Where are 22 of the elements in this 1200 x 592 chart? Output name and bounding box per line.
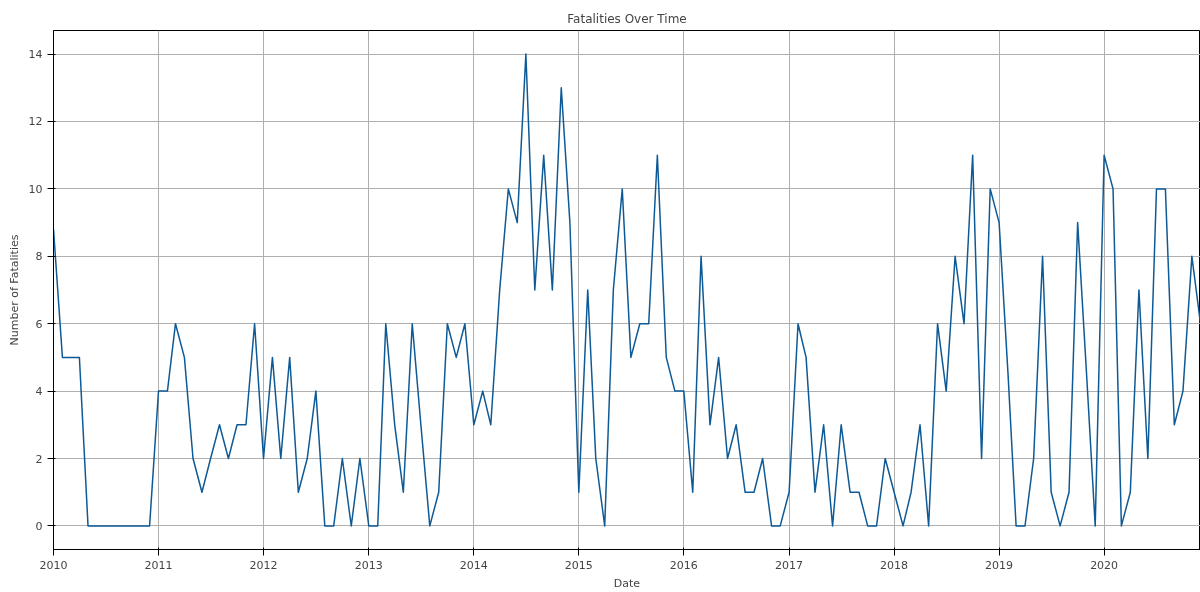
y-tick-label: 10 bbox=[28, 182, 43, 196]
x-tick-label: 2019 bbox=[985, 558, 1014, 572]
y-tick-label: 4 bbox=[35, 385, 43, 399]
y-tick-label: 0 bbox=[35, 519, 43, 533]
x-axis-title: Date bbox=[613, 576, 641, 590]
y-axis-title: Number of Fatalities bbox=[7, 234, 21, 346]
y-tick-label: 12 bbox=[28, 115, 43, 129]
x-tick-label: 2013 bbox=[354, 558, 383, 572]
chart-title: Fatalities Over Time bbox=[567, 11, 687, 26]
y-tick-label: 8 bbox=[35, 250, 43, 264]
x-tick-label: 2012 bbox=[249, 558, 278, 572]
x-tick-label: 2011 bbox=[144, 558, 173, 572]
x-tick-label: 2016 bbox=[669, 558, 698, 572]
x-tick-label: 2015 bbox=[564, 558, 593, 572]
x-tick-label: 2017 bbox=[775, 558, 804, 572]
x-tick-label: 2018 bbox=[880, 558, 909, 572]
y-tick-label: 6 bbox=[35, 317, 43, 331]
x-tick-label: 2010 bbox=[39, 558, 68, 572]
y-tick-label: 14 bbox=[28, 48, 43, 62]
y-tick-label: 2 bbox=[35, 452, 43, 466]
x-tick-label: 2014 bbox=[459, 558, 488, 572]
x-tick-label: 2020 bbox=[1090, 558, 1119, 572]
